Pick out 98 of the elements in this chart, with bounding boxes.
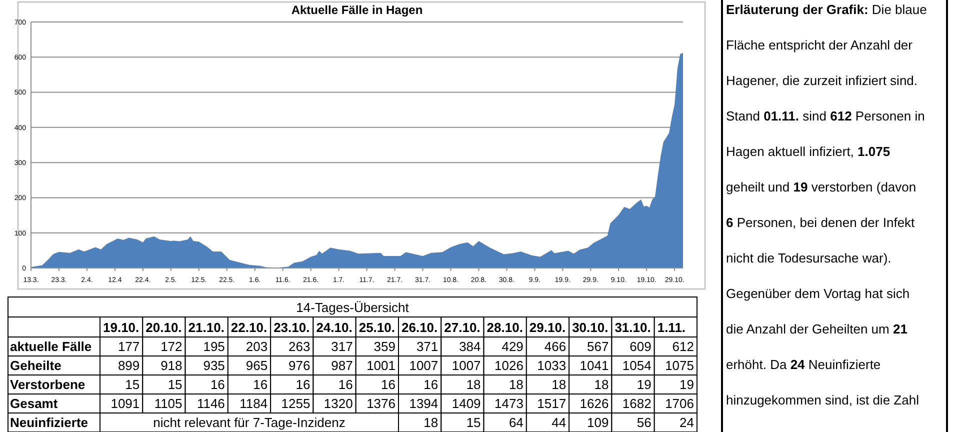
data-label: 18 <box>424 415 438 430</box>
data-label: 16 <box>296 377 310 392</box>
x-tick-label: 24.10. <box>316 320 352 335</box>
y-tick-label: Gesamt <box>10 396 58 411</box>
chart-title: Aktuelle Fälle in Hagen <box>291 3 423 17</box>
x-tick-label: 26.10. <box>402 320 438 335</box>
x-tick-label: 28.10. <box>486 320 523 335</box>
data-label: 1146 <box>196 396 225 411</box>
data-label: 1105 <box>154 396 182 411</box>
data-label: 965 <box>246 358 268 373</box>
x-tick-label: 30.10. <box>572 320 608 335</box>
data-label: 384 <box>459 339 481 354</box>
data-label: 16 <box>381 377 396 392</box>
data-label: 18 <box>466 377 481 392</box>
text: geheilt und 19 verstorben (davon <box>726 180 916 194</box>
text: nicht die Todesursache war). <box>726 250 892 266</box>
y-tick-label: Verstorbene <box>10 377 86 392</box>
text: 6 Personen, bei denen der Infekt <box>726 215 916 230</box>
data-label: 359 <box>374 339 396 354</box>
text: erhöht. Da 24 Neuinfizierte <box>726 357 881 372</box>
data-label: 987 <box>331 358 353 373</box>
data-label: 24 <box>680 415 694 430</box>
data-label: 1626 <box>580 396 609 411</box>
data-label: 1091 <box>110 396 140 411</box>
data-label: 263 <box>288 339 310 354</box>
data-label: 899 <box>118 358 140 373</box>
data-label: 16 <box>210 377 225 392</box>
data-label: 195 <box>203 339 225 354</box>
data-label: 918 <box>160 358 182 373</box>
data-label: 976 <box>288 358 310 373</box>
text: Hagen aktuell infiziert, 1.075 <box>726 144 890 159</box>
data-label: 18 <box>594 377 609 392</box>
data-label: 203 <box>246 339 268 354</box>
x-tick-label: 27.10. <box>444 320 480 335</box>
text: Gegenüber dem Vortag hat sich <box>726 286 910 301</box>
data-label: 15 <box>125 377 140 392</box>
data-label: 64 <box>508 415 524 430</box>
x-tick-label: 1.11. <box>657 320 686 335</box>
data-label: 429 <box>502 339 524 354</box>
data-label: 609 <box>630 339 652 354</box>
annotation: nicht relevant für 7-Tage-Inzidenz <box>153 415 346 430</box>
data-label: 172 <box>160 339 182 354</box>
data-label: 56 <box>636 415 652 430</box>
data-label: 1054 <box>622 358 652 373</box>
x-tick-label: 21.10. <box>188 320 224 335</box>
y-tick-label: Neuinfizierte <box>10 415 88 430</box>
chart-title: 14-Tages-Übersicht <box>296 300 410 315</box>
data-label: 177 <box>118 339 140 354</box>
data-label: 371 <box>416 339 438 354</box>
data-label: 1682 <box>622 396 652 411</box>
data-label: 1001 <box>366 358 396 373</box>
text: Hagener, die zurzeit infiziert sind. <box>726 73 918 88</box>
data-label: 1026 <box>494 358 524 373</box>
text: die Anzahl der Geheilten um 21 <box>726 322 908 336</box>
data-label: 16 <box>424 377 438 392</box>
data-label: 1394 <box>409 396 438 411</box>
data-label: 16 <box>338 377 353 392</box>
data-label: 317 <box>331 339 353 354</box>
data-label: 16 <box>253 377 268 392</box>
data-label: 567 <box>587 339 609 354</box>
x-tick-label: 31.10. <box>614 320 651 335</box>
text: Die blaue <box>872 2 927 17</box>
data-label: 1517 <box>537 396 566 411</box>
data-label: 1075 <box>665 358 694 373</box>
data-label: 15 <box>466 415 481 430</box>
data-label: 1320 <box>324 396 353 411</box>
data-label: 1255 <box>281 396 310 411</box>
data-label: 1007 <box>452 358 481 373</box>
data-label: 1409 <box>452 396 481 411</box>
data-label: 1473 <box>494 396 524 411</box>
data-label: 19 <box>636 377 652 392</box>
data-label: 1041 <box>580 358 609 373</box>
x-tick-label: 20.10. <box>146 320 182 335</box>
x-tick-label: 22.10. <box>230 320 268 335</box>
data-label: 1376 <box>366 396 396 411</box>
text: Fläche entspricht der Anzahl der <box>726 38 914 52</box>
text: Stand 01.11. sind 612 Personen in <box>726 108 925 124</box>
text: hinzugekommen sind, ist die Zahl <box>726 392 920 408</box>
data-label: 18 <box>552 377 566 392</box>
x-tick-label: 25.10. <box>358 320 396 335</box>
data-label: 18 <box>508 377 524 392</box>
data-label: 1033 <box>537 358 566 373</box>
data-label: 466 <box>544 339 566 354</box>
y-tick-label: Geheilte <box>10 358 62 373</box>
data-label: 1184 <box>240 396 268 411</box>
x-tick-label: 19.10. <box>103 320 140 335</box>
y-tick-label: aktuelle Fälle <box>10 339 92 354</box>
data-label: 935 <box>203 358 225 373</box>
data-label: 109 <box>587 415 609 430</box>
data-label: 612 <box>672 339 694 354</box>
text: Erläuterung der Grafik: <box>726 2 872 17</box>
data-label: 44 <box>552 415 566 430</box>
x-tick-label: 29.10. <box>529 320 566 335</box>
data-label: 19 <box>680 377 694 392</box>
data-label: 1706 <box>665 396 694 411</box>
x-tick-label: 23.10. <box>274 320 310 335</box>
data-label: 15 <box>168 377 182 392</box>
data-label: 1007 <box>409 358 438 373</box>
